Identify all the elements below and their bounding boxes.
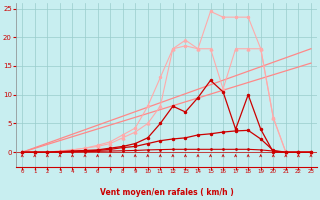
X-axis label: Vent moyen/en rafales ( km/h ): Vent moyen/en rafales ( km/h ) [100, 188, 234, 197]
